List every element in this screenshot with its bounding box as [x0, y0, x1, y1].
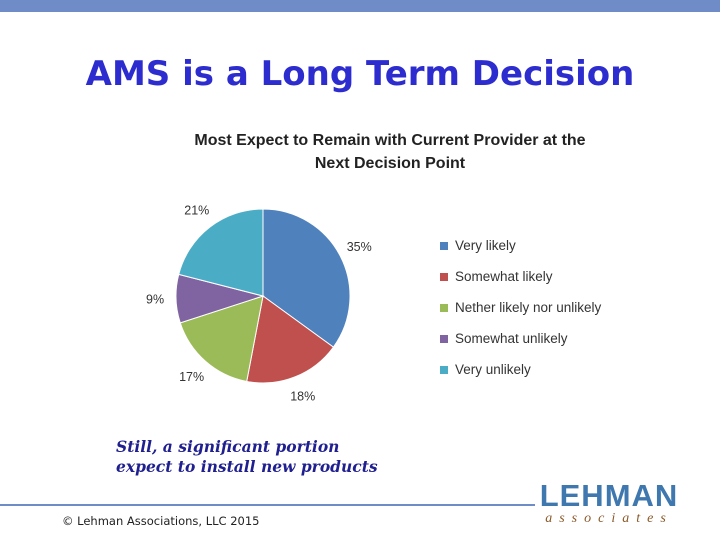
legend-item: Very likely	[440, 230, 601, 261]
legend-swatch	[440, 334, 448, 343]
caption-line-1: Still, a significant portion	[116, 437, 340, 456]
caption-line-2: expect to install new products	[116, 457, 378, 476]
legend-item: Somewhat likely	[440, 261, 601, 292]
legend-swatch	[440, 241, 448, 250]
data-label-somewhat-unlikely: 9%	[146, 292, 164, 306]
legend-item: Very unlikely	[440, 354, 601, 385]
lehman-logo: LEHMAN associates	[538, 478, 680, 527]
chart-title: Most Expect to Remain with Current Provi…	[160, 129, 620, 175]
legend-label: Very unlikely	[455, 362, 531, 377]
legend-swatch	[440, 272, 448, 281]
logo-wordmark: LEHMAN	[539, 478, 679, 513]
data-label-somewhat-likely: 18%	[290, 389, 315, 403]
slide-title: AMS is a Long Term Decision	[85, 54, 635, 94]
pie-slice-very-unlikely	[178, 208, 264, 297]
legend-swatch	[440, 365, 448, 374]
data-label-nether-likely-nor-unlikely: 17%	[179, 370, 204, 384]
pie-slice-very-likely	[262, 208, 351, 348]
data-label-very-likely: 35%	[347, 240, 372, 254]
chart-title-line-2: Next Decision Point	[314, 155, 466, 172]
legend-item: Somewhat unlikely	[440, 323, 601, 354]
logo-tagline: associates	[545, 511, 673, 526]
copyright-text: © Lehman Associations, LLC 2015	[62, 514, 260, 528]
legend-label: Somewhat unlikely	[455, 331, 568, 346]
data-label-very-unlikely: 21%	[184, 204, 209, 218]
bottom-rule	[0, 504, 535, 506]
legend-item: Nether likely nor unlikely	[440, 292, 601, 323]
top-accent-bar	[0, 0, 720, 12]
legend-label: Very likely	[455, 238, 516, 253]
pie-slice-somewhat-likely	[246, 295, 335, 384]
legend-label: Somewhat likely	[455, 269, 553, 284]
legend-label: Nether likely nor unlikely	[455, 300, 602, 315]
chart-legend: Very likely Somewhat likely Nether likely …	[440, 230, 601, 385]
chart-title-line-1: Most Expect to Remain with Current Provi…	[194, 132, 586, 149]
caption: Still, a significant portion expect to i…	[116, 437, 378, 477]
pie-slice-nether-likely-nor-unlikely	[179, 295, 264, 383]
legend-swatch	[440, 303, 448, 312]
